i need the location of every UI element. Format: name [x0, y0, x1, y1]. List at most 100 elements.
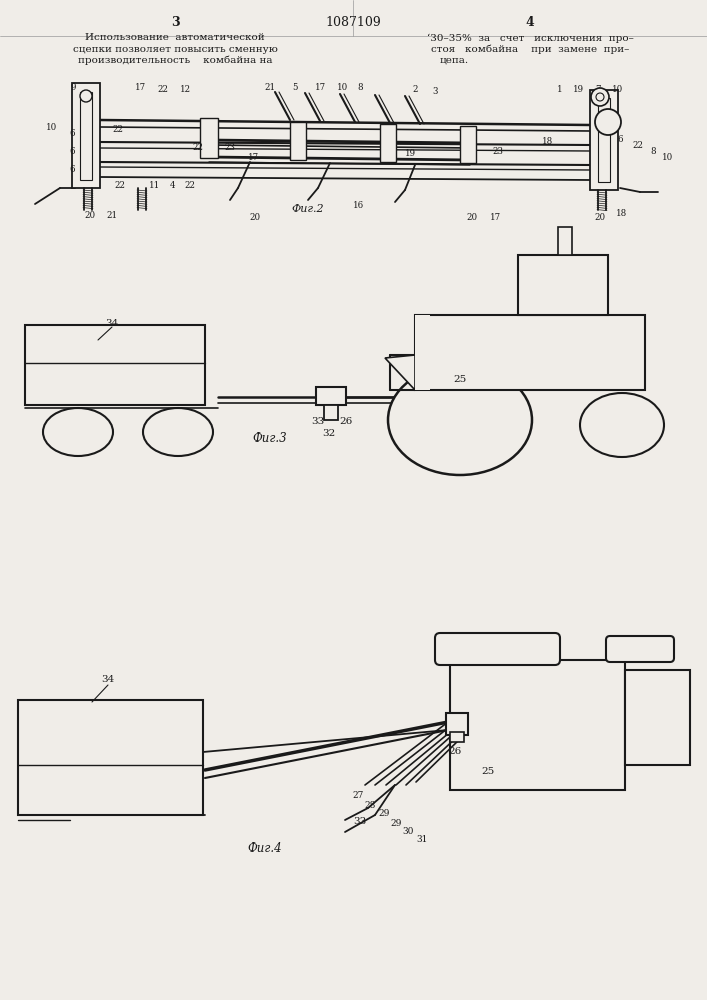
- Text: 4: 4: [525, 15, 534, 28]
- Bar: [18, 700, 203, 815]
- Text: 17: 17: [315, 84, 325, 93]
- Bar: [625, 670, 690, 765]
- Bar: [450, 660, 625, 790]
- Text: 16: 16: [352, 200, 363, 210]
- Text: 17: 17: [247, 153, 259, 162]
- Text: 10: 10: [47, 123, 58, 132]
- Text: 26: 26: [448, 748, 462, 756]
- Text: Использование  автоматической: Использование автоматической: [85, 33, 265, 42]
- Ellipse shape: [596, 93, 604, 101]
- Text: 22: 22: [185, 180, 196, 190]
- Text: 2: 2: [412, 86, 418, 95]
- Bar: [415, 315, 430, 390]
- Text: 25: 25: [453, 375, 467, 384]
- Text: 22: 22: [633, 141, 643, 150]
- Text: 7: 7: [595, 86, 601, 95]
- Text: 6: 6: [69, 165, 75, 174]
- Bar: [72, 83, 100, 188]
- Text: ‘30–35%  за   счет   исключения  про–: ‘30–35% за счет исключения про–: [426, 33, 633, 43]
- Text: 29: 29: [378, 810, 390, 818]
- Ellipse shape: [595, 109, 621, 135]
- Text: 12: 12: [180, 86, 191, 95]
- Ellipse shape: [580, 393, 664, 457]
- Ellipse shape: [43, 408, 113, 456]
- Bar: [290, 122, 306, 160]
- Text: 17: 17: [134, 84, 146, 93]
- Bar: [518, 255, 608, 315]
- Bar: [324, 405, 338, 420]
- Ellipse shape: [388, 365, 532, 475]
- Text: 21: 21: [107, 211, 117, 220]
- Text: 32: 32: [322, 428, 336, 438]
- Text: Фиг.2: Фиг.2: [292, 204, 325, 214]
- Bar: [446, 713, 468, 735]
- Text: 4: 4: [169, 180, 175, 190]
- Bar: [200, 118, 218, 158]
- Text: 6: 6: [69, 147, 75, 156]
- Text: 9: 9: [70, 84, 76, 93]
- Text: цепа.: цепа.: [440, 55, 469, 64]
- FancyBboxPatch shape: [606, 636, 674, 662]
- Text: 33: 33: [354, 818, 367, 826]
- Text: 27: 27: [352, 792, 363, 800]
- Text: 17: 17: [489, 214, 501, 223]
- Text: 23: 23: [225, 143, 235, 152]
- Text: 8: 8: [650, 147, 656, 156]
- Text: сцепки позволяет повысить сменную: сцепки позволяет повысить сменную: [73, 44, 277, 53]
- Text: 1: 1: [557, 86, 563, 95]
- Text: стоя   комбайна    при  замене  при–: стоя комбайна при замене при–: [431, 44, 629, 54]
- Ellipse shape: [143, 408, 213, 456]
- Text: 29: 29: [390, 818, 402, 828]
- Text: 21: 21: [264, 84, 276, 93]
- Text: 22: 22: [112, 125, 124, 134]
- Bar: [590, 90, 618, 190]
- Bar: [460, 126, 476, 163]
- Text: 34: 34: [101, 676, 115, 684]
- Text: 19: 19: [404, 149, 416, 158]
- Bar: [25, 325, 205, 405]
- Bar: [598, 98, 610, 182]
- Text: 31: 31: [416, 836, 428, 844]
- Ellipse shape: [80, 90, 92, 102]
- Text: 25: 25: [481, 768, 495, 776]
- Text: 3: 3: [432, 88, 438, 97]
- Text: 1087109: 1087109: [325, 15, 381, 28]
- Polygon shape: [385, 355, 415, 390]
- Text: 34: 34: [105, 318, 119, 328]
- Text: Фиг.4: Фиг.4: [247, 842, 282, 854]
- Text: 11: 11: [149, 180, 160, 190]
- Text: 3: 3: [170, 15, 180, 28]
- Bar: [450, 732, 464, 742]
- Text: Фиг.3: Фиг.3: [252, 432, 287, 444]
- Text: 6: 6: [617, 135, 623, 144]
- Text: 20: 20: [84, 211, 95, 220]
- FancyBboxPatch shape: [435, 633, 560, 665]
- Text: 10: 10: [662, 153, 674, 162]
- Text: 33: 33: [311, 418, 325, 426]
- Text: 23: 23: [493, 147, 503, 156]
- Text: 22: 22: [115, 180, 126, 190]
- Text: 22: 22: [158, 86, 168, 95]
- Bar: [316, 387, 346, 405]
- Ellipse shape: [591, 88, 609, 106]
- Text: 26: 26: [339, 418, 353, 426]
- Text: 20: 20: [467, 214, 477, 223]
- Bar: [80, 92, 92, 180]
- Text: 30: 30: [402, 828, 414, 836]
- Text: 28: 28: [364, 800, 375, 810]
- Text: 18: 18: [617, 209, 628, 218]
- Text: 10: 10: [612, 86, 624, 95]
- Text: 20: 20: [250, 213, 261, 222]
- Text: 8: 8: [357, 84, 363, 93]
- Text: 22: 22: [192, 143, 204, 152]
- Text: 20: 20: [595, 213, 606, 222]
- Bar: [380, 124, 396, 162]
- Text: производительность    комбайна на: производительность комбайна на: [78, 55, 272, 65]
- Text: 18: 18: [542, 137, 554, 146]
- Bar: [415, 315, 645, 390]
- Bar: [558, 227, 572, 255]
- Text: 19: 19: [573, 86, 583, 95]
- Text: 10: 10: [337, 84, 349, 93]
- Text: 5: 5: [292, 83, 298, 92]
- Text: 6: 6: [69, 129, 75, 138]
